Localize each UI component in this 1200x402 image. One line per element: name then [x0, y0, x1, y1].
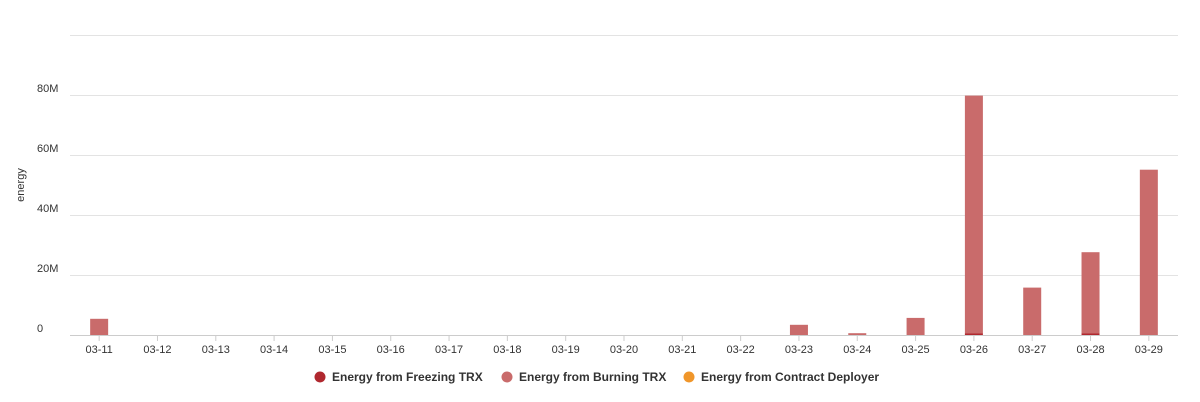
- x-tick-label: 03-24: [843, 344, 871, 356]
- x-tick-label: 03-17: [435, 344, 463, 356]
- bar: [1023, 287, 1042, 335]
- legend-text: Energy from Freezing TRX: [332, 370, 483, 384]
- x-tick-label: 03-19: [552, 344, 580, 356]
- x-tick-label: 03-25: [902, 344, 930, 356]
- bar: [848, 333, 867, 335]
- x-tick-label: 03-23: [785, 344, 813, 356]
- x-tick-label: 03-15: [318, 344, 346, 356]
- bar: [1081, 333, 1100, 335]
- x-tick-label: 03-22: [727, 344, 755, 356]
- x-tick-label: 03-20: [610, 344, 638, 356]
- x-tick-label: 03-13: [202, 344, 230, 356]
- x-tick-label: 03-12: [143, 344, 171, 356]
- x-tick-label: 03-26: [960, 344, 988, 356]
- y-axis-title: energy: [15, 168, 27, 202]
- bar: [906, 317, 925, 335]
- y-tick-label: 0: [37, 323, 43, 335]
- bar: [90, 318, 109, 335]
- y-tick-label: 60M: [37, 143, 58, 155]
- x-tick-label: 03-27: [1018, 344, 1046, 356]
- legend-text: Energy from Contract Deployer: [701, 370, 879, 384]
- legend-marker: [683, 371, 695, 383]
- y-tick-label: 20M: [37, 263, 58, 275]
- y-tick-label: 40M: [37, 203, 58, 215]
- bar: [964, 333, 983, 335]
- bar: [964, 95, 983, 334]
- legend-text: Energy from Burning TRX: [519, 370, 666, 384]
- bar: [1081, 252, 1100, 334]
- x-tick-label: 03-14: [260, 344, 288, 356]
- x-tick-label: 03-21: [668, 344, 696, 356]
- bar: [789, 324, 808, 335]
- y-tick-label: 80M: [37, 83, 58, 95]
- x-tick-label: 03-29: [1135, 344, 1163, 356]
- x-tick-label: 03-11: [85, 344, 112, 356]
- x-tick-label: 03-28: [1076, 344, 1104, 356]
- bar: [1139, 169, 1158, 335]
- legend-marker: [501, 371, 513, 383]
- x-tick-label: 03-16: [377, 344, 405, 356]
- x-tick-label: 03-18: [493, 344, 521, 356]
- legend-marker: [314, 371, 326, 383]
